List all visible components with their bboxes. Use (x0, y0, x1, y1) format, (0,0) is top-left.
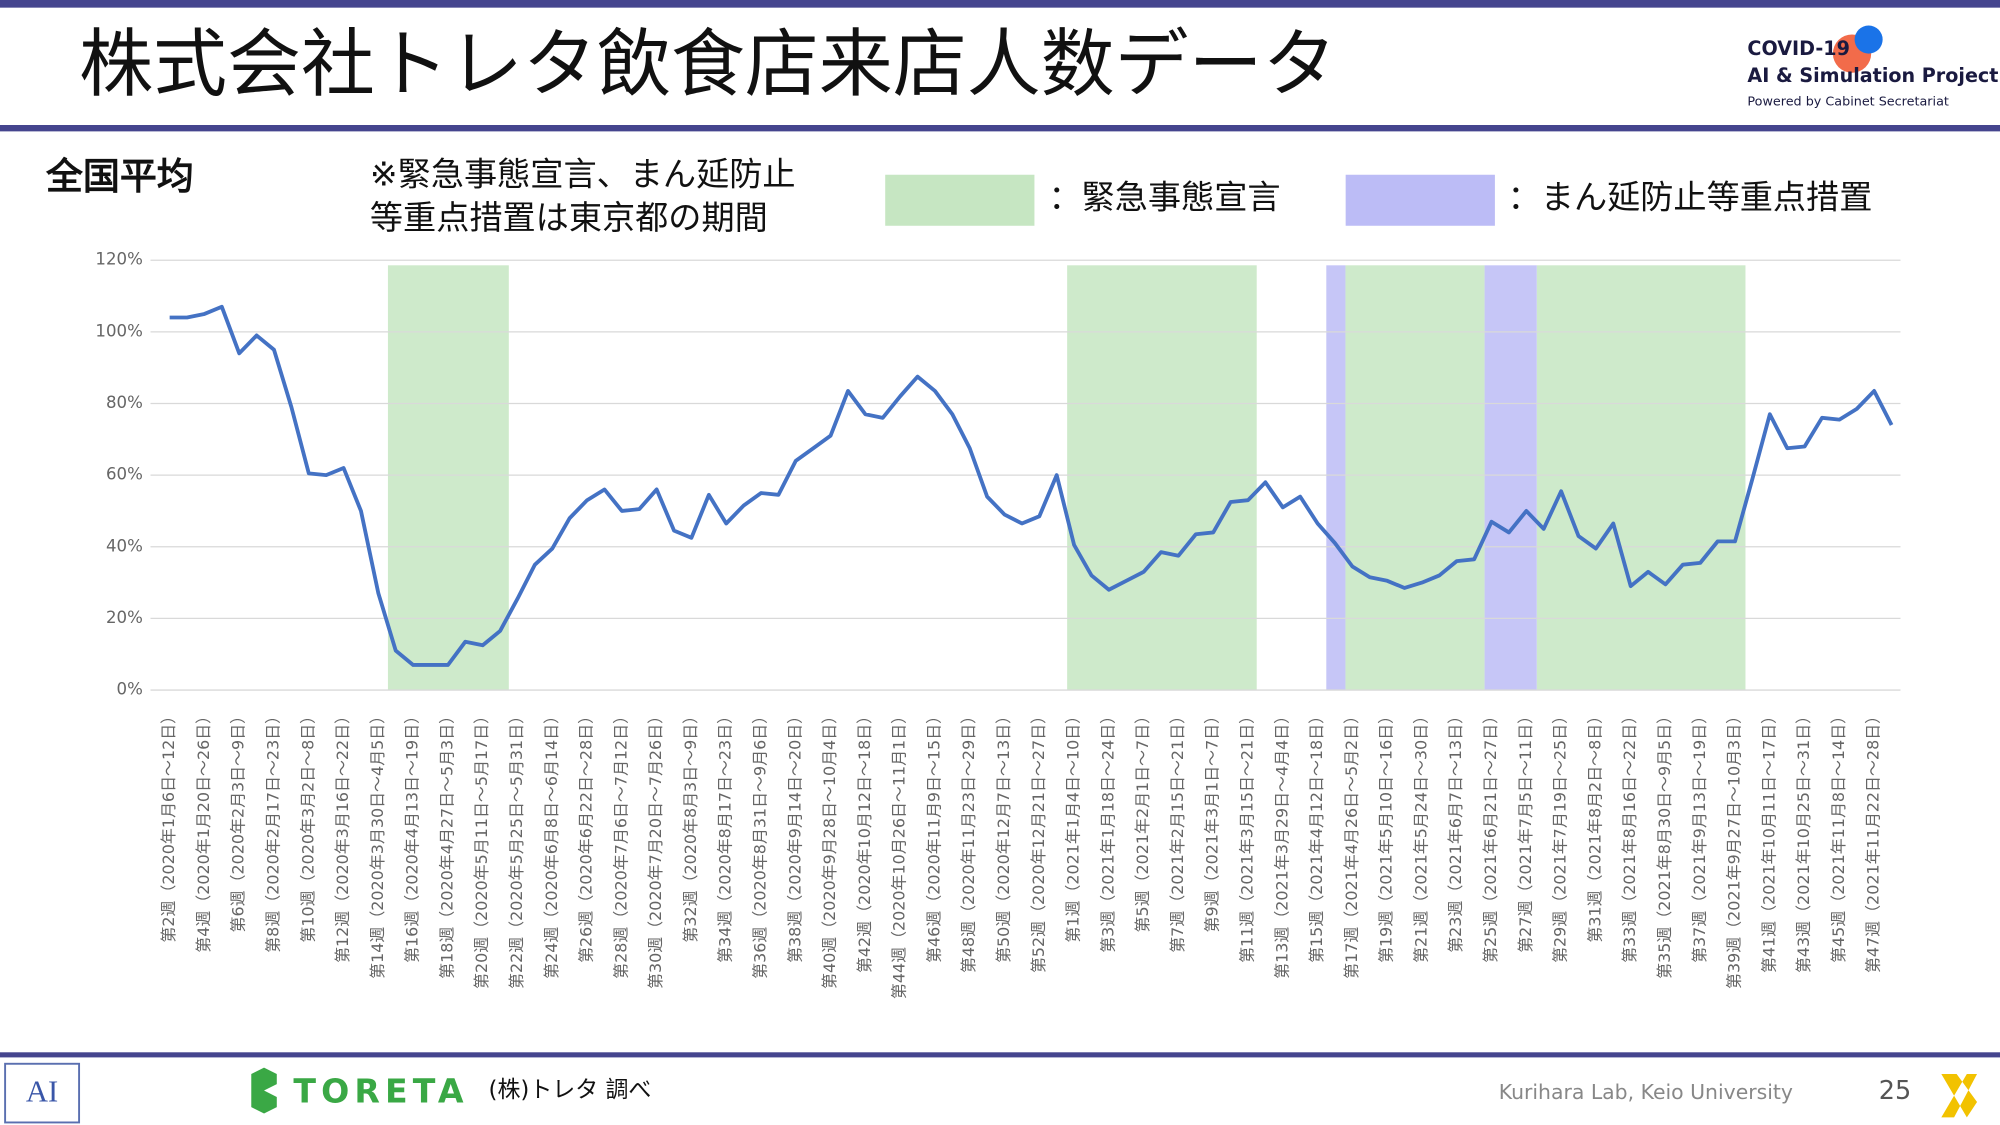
y-tick-label: 20% (106, 608, 143, 627)
x-tick-label: 第33週（2021年8月16日～22日） (1620, 708, 1639, 963)
x-tick-label: 第3週（2021年1月18日～24日） (1098, 708, 1117, 953)
legend-swatch (1345, 174, 1495, 226)
x-tick-label: 第13週（2021年3月29日～4月4日） (1272, 708, 1291, 979)
x-tick-label: 第16週（2020年4月13日～19日） (403, 708, 422, 963)
y-tick-label: 40% (106, 536, 143, 555)
data-line (169, 304, 1894, 667)
y-tick-label: 0% (117, 680, 143, 699)
x-tick-label: 第34週（2020年8月17日～23日） (716, 708, 735, 963)
x-tick-label: 第7週（2021年2月15日～21日） (1168, 708, 1187, 953)
toreta-brand: TORETA (293, 1072, 468, 1111)
x-tick-label: 第20週（2020年5月11日～5月17日） (472, 708, 491, 989)
x-tick-label: 第17週（2021年4月26日～5月2日） (1342, 708, 1361, 979)
x-tick-label: 第47週（2021年11月22日～28日） (1864, 708, 1883, 973)
footer-rule (0, 1052, 2000, 1058)
page-number: 25 (1879, 1076, 1911, 1106)
x-tick-label: 第45週（2021年11月8日～14日） (1829, 708, 1848, 963)
x-tick-label: 第36週（2020年8月31日～9月6日） (751, 708, 770, 979)
period-band (1484, 265, 1537, 691)
x-tick-label: 第50週（2020年12月7日～13日） (994, 708, 1013, 963)
legend-label: ：まん延防止等重点措置 (1508, 177, 1873, 216)
x-tick-label: 第42週（2020年10月12日～18日） (855, 708, 874, 973)
x-tick-label: 第2週（2020年1月6日～12日） (159, 708, 178, 943)
x-tick-label: 第18週（2020年4月27日～5月3日） (437, 708, 456, 979)
footer-source: (株)トレタ 調べ (489, 1077, 652, 1103)
x-tick-label: 第48週（2020年11月23日～29日） (959, 708, 978, 973)
x-tick-label: 第52週（2020年12月21日～27日） (1029, 708, 1048, 973)
top-bar (0, 0, 2000, 8)
y-tick-label: 80% (106, 393, 143, 412)
slide-title: 株式会社トレタ飲食店来店人数データ (79, 21, 1336, 107)
y-tick-label: 120% (95, 250, 142, 269)
x-tick-label: 第1週（2021年1月4日～10日） (1064, 708, 1083, 943)
x-tick-label: 第30週（2020年7月20日～7月26日） (646, 708, 665, 989)
x-tick-label: 第24週（2020年6月8日～6月14日） (542, 708, 561, 979)
note: ※緊急事態宣言、まん延防止 (370, 155, 796, 194)
x-tick-label: 第25週（2021年6月21日～27日） (1481, 708, 1500, 963)
x-tick-label: 第35週（2021年8月30日～9月5日） (1655, 708, 1674, 979)
x-tick-label: 第8週（2020年2月17日～23日） (264, 708, 283, 953)
x-tick-label: 第15週（2021年4月12日～18日） (1307, 708, 1326, 963)
x-tick-label: 第11週（2021年3月15日～21日） (1238, 708, 1257, 963)
left-logo: AI (26, 1074, 58, 1108)
logo-text: Powered by Cabinet Secretariat (1747, 95, 1948, 110)
x-tick-label: 第22週（2020年5月25日～5月31日） (507, 708, 526, 989)
period-band (1345, 265, 1485, 691)
toreta-icon (251, 1067, 277, 1114)
x-tick-label: 第23週（2021年6月7日～13日） (1446, 708, 1465, 953)
x-tick-label: 第29週（2021年7月19日～25日） (1551, 708, 1570, 963)
x-tick-label: 第14週（2020年3月30日～4月5日） (368, 708, 387, 979)
x-tick-label: 第46週（2020年11月9日～15日） (924, 708, 943, 963)
x-tick-label: 第12週（2020年3月16日～22日） (333, 708, 352, 963)
logo-text: COVID-19 (1747, 37, 1849, 60)
x-tick-label: 第5週（2021年2月1日～7日） (1133, 708, 1152, 933)
legend-swatch (885, 174, 1035, 226)
period-band (1326, 265, 1346, 691)
y-tick-label: 60% (106, 465, 143, 484)
left-logo-box (4, 1062, 81, 1124)
x-tick-label: 第26週（2020年6月22日～28日） (577, 708, 596, 963)
x-tick-label: 第27週（2021年7月5日～11日） (1516, 708, 1535, 953)
footer: AI TORETA (株)トレタ 調べ Kurihara Lab, Keio U… (4, 1062, 1978, 1124)
legend-label: ：緊急事態宣言 (1048, 177, 1280, 216)
period-band (1067, 265, 1257, 691)
x-tick-label: 第38週（2020年9月14日～20日） (785, 708, 804, 963)
x-tick-label: 第6週（2020年2月3日～9日） (229, 708, 248, 933)
x-tick-label: 第32週（2020年8月3日～9日） (681, 708, 700, 943)
x-tick-label: 第44週（2020年10月26日～11月1日） (890, 708, 909, 999)
x-tick-label: 第28週（2020年7月6日～7月12日） (611, 708, 630, 979)
covid-logo: COVID-19 AI & Simulation Project Powered… (1747, 25, 1998, 110)
x-tick-label: 第4週（2020年1月20日～26日） (194, 708, 213, 953)
period-band (387, 265, 509, 691)
header-rule (0, 125, 2000, 132)
x-tick-label: 第9週（2021年3月1日～7日） (1203, 708, 1222, 933)
x-tick-label: 第43週（2021年10月25日～31日） (1794, 708, 1813, 973)
x-tick-label: 第40週（2020年9月28日～10月4日） (820, 708, 839, 989)
x-tick-label: 第10週（2020年3月2日～8日） (298, 708, 317, 943)
x-tick-label: 第21週（2021年5月24日～30日） (1411, 708, 1430, 963)
logo-circle (1854, 25, 1883, 54)
x-tick-label: 第41週（2021年10月11日～17日） (1759, 708, 1778, 973)
x-tick-label: 第39週（2021年9月27日～10月3日） (1725, 708, 1744, 989)
y-tick-label: 100% (95, 321, 142, 340)
footer-lab: Kurihara Lab, Keio University (1499, 1080, 1793, 1104)
note: 等重点措置は東京都の期間 (370, 198, 768, 237)
x-tick-label: 第19週（2021年5月10日～16日） (1377, 708, 1396, 963)
logo-text: AI & Simulation Project (1747, 64, 1998, 87)
x-tick-label: 第37週（2021年9月13日～19日） (1690, 708, 1709, 963)
period-band (1536, 265, 1746, 691)
x-tick-label: 第31週（2021年8月2日～8日） (1585, 708, 1604, 943)
x-icon (1941, 1073, 1978, 1118)
chart-title: 全国平均 (45, 155, 194, 198)
